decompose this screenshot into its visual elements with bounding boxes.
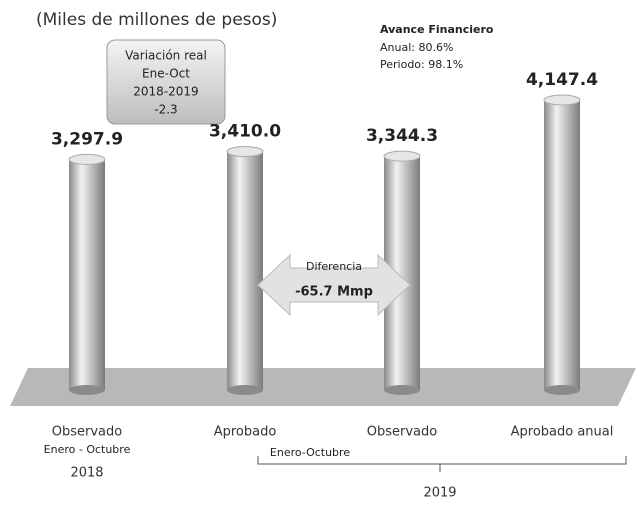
avance-line: Anual: 80.6% — [380, 41, 453, 54]
bar — [227, 151, 263, 390]
diferencia-text: -65.7 Mmp — [295, 285, 373, 300]
group-label: 2018 — [70, 466, 103, 481]
bar-base — [227, 385, 263, 395]
bar — [69, 159, 105, 390]
avance-title: Avance Financiero — [380, 23, 494, 36]
group-label: Enero-Octubre — [270, 446, 350, 459]
bar-base — [544, 385, 580, 395]
x-tick-label: Aprobado anual — [511, 425, 614, 440]
variacion-box — [106, 39, 226, 125]
value-label: 3,410.0 — [209, 122, 281, 142]
diferencia-text: Diferencia — [306, 260, 362, 273]
group-label: 2019 — [423, 486, 456, 501]
x-tick-label: Observado — [52, 425, 123, 440]
bracket — [257, 456, 627, 472]
bar-top — [68, 153, 106, 165]
bar-top — [226, 146, 264, 158]
bar-base — [69, 385, 105, 395]
diferencia-arrow — [257, 253, 411, 317]
bar-base — [384, 385, 420, 395]
variacion-text: Ene-Oct — [142, 67, 190, 81]
variacion-text: -2.3 — [154, 103, 177, 117]
x-tick-label: Aprobado — [214, 425, 277, 440]
x-tick-label: Observado — [367, 425, 438, 440]
bar-top — [383, 150, 421, 162]
subtitle: (Miles de millones de pesos) — [36, 10, 277, 30]
value-label: 3,344.3 — [366, 126, 438, 146]
bar-top — [543, 94, 581, 106]
value-label: 3,297.9 — [51, 129, 123, 149]
group-label: Enero - Octubre — [44, 443, 131, 456]
avance-line: Periodo: 98.1% — [380, 58, 463, 71]
variacion-text: 2018-2019 — [133, 85, 198, 99]
bar — [544, 100, 580, 390]
variacion-text: Variación real — [125, 49, 207, 63]
floor — [10, 368, 636, 406]
value-label: 4,147.4 — [526, 70, 598, 90]
